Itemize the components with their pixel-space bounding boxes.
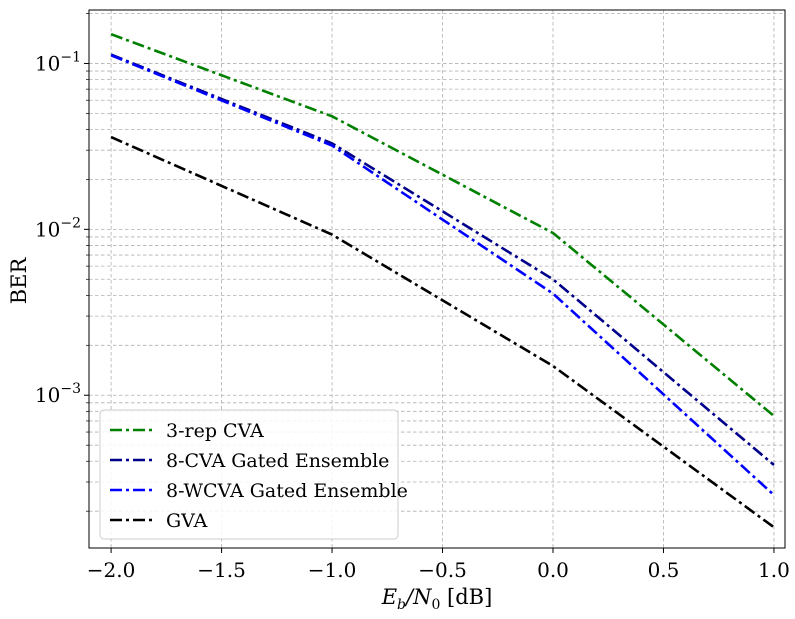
y-tick-label: 10−3	[35, 381, 81, 407]
x-tick-label: 1.0	[758, 558, 790, 582]
x-tick-label: 0.5	[648, 558, 680, 582]
x-tick-label: 0.0	[537, 558, 569, 582]
x-axis-label: Eb/N0 [dB]	[381, 585, 493, 613]
y-tick-label: 10−2	[35, 215, 81, 241]
legend: 3-rep CVA 8-CVA Gated Ensemble 8-WCVA Gate…	[99, 409, 408, 540]
y-axis-label: BER	[7, 257, 31, 305]
series-line	[110, 32, 775, 418]
series-line	[110, 54, 775, 497]
series-lines	[110, 32, 775, 529]
legend-box	[99, 409, 399, 540]
legend-label: GVA	[166, 510, 208, 532]
series-line	[110, 53, 775, 466]
x-tick-label: −1.0	[308, 558, 357, 582]
x-tick-label: −1.5	[197, 558, 246, 582]
ticks: −2.0 −1.5 −1.0 −0.5 0.0 0.5 1.0 10−3 10−2 10−1	[35, 13, 790, 582]
legend-label: 3-rep CVA	[166, 420, 264, 442]
x-tick-label: −0.5	[418, 558, 467, 582]
legend-label: 8-WCVA Gated Ensemble	[166, 480, 408, 502]
x-tick-label: −2.0	[87, 558, 136, 582]
y-tick-label: 10−1	[35, 49, 81, 75]
legend-label: 8-CVA Gated Ensemble	[166, 450, 389, 472]
series-line	[110, 135, 775, 529]
grid	[89, 10, 785, 548]
